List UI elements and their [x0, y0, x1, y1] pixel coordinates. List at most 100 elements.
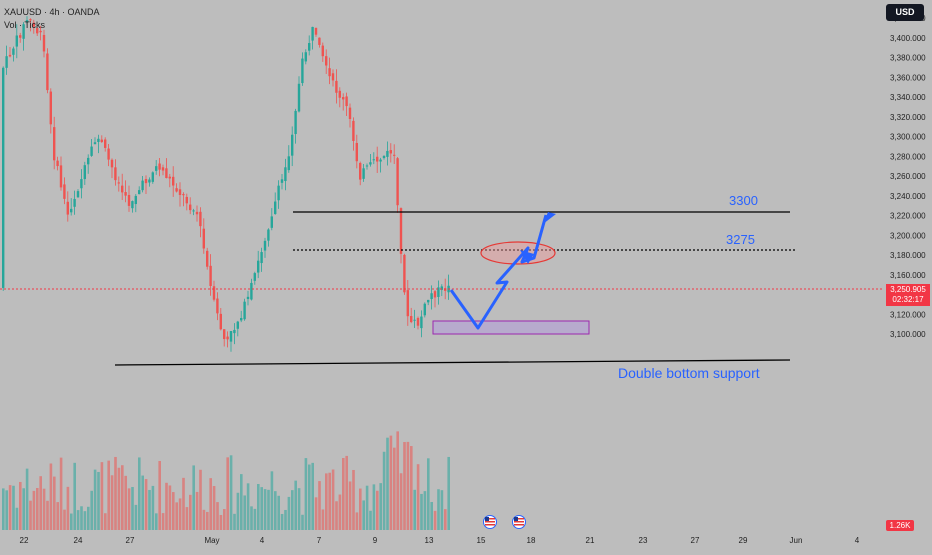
time-tick-label: 15	[477, 536, 486, 545]
time-tick-label: 4	[260, 536, 265, 545]
price-axis[interactable]	[884, 0, 932, 532]
candle-body	[318, 37, 321, 45]
candle-body	[202, 228, 205, 249]
volume-bar	[90, 490, 93, 530]
level-3300-label[interactable]: 3300	[729, 193, 758, 208]
candle-body	[192, 210, 195, 212]
candle-body	[308, 43, 311, 51]
candle-body	[328, 68, 331, 77]
volume-bar	[110, 475, 114, 530]
volume-bar	[263, 489, 267, 530]
candle-body	[314, 27, 318, 35]
candle-body	[73, 198, 76, 207]
projection-path[interactable]	[449, 214, 548, 330]
volume-bar	[287, 496, 291, 530]
volume-bar	[355, 512, 359, 530]
symbol-legend[interactable]: XAUUSD · 4h · OANDA Vol · Ticks	[4, 6, 100, 32]
candle-body	[76, 191, 80, 198]
volume-bar	[376, 490, 379, 530]
volume-bar	[5, 490, 8, 530]
candle-body	[49, 91, 52, 125]
symbol-title[interactable]: XAUUSD · 4h · OANDA	[4, 7, 100, 17]
candle-body	[416, 317, 420, 326]
volume-bar	[365, 485, 369, 530]
candle-body	[206, 250, 209, 267]
candle-body	[382, 155, 386, 159]
volume-bar	[100, 462, 104, 530]
us-flag-icon[interactable]	[483, 515, 497, 529]
volume-bar	[243, 495, 246, 530]
volume-bar	[53, 476, 56, 530]
candle-body	[168, 176, 171, 179]
candle-body	[311, 26, 314, 41]
volume-bar	[22, 488, 25, 530]
double-bottom-support-label[interactable]: Double bottom support	[618, 365, 760, 381]
time-tick-labels: 22 24 27 May 4 7 9 13 15 18 21 23 27 29 Jun 4	[20, 536, 860, 545]
candle-body	[182, 194, 185, 196]
candle-body	[376, 156, 379, 162]
volume-bar	[144, 479, 148, 530]
double-bottom-support-line[interactable]	[114, 359, 791, 366]
candle-body	[403, 254, 406, 293]
volume-bar	[226, 457, 229, 530]
candle-body	[189, 204, 192, 211]
level-3275-label[interactable]: 3275	[726, 232, 755, 247]
volume-bar	[49, 463, 53, 530]
volume-bar	[93, 469, 97, 530]
candle-body	[260, 252, 263, 264]
volume-bar	[195, 491, 199, 530]
last-price-tag: 3,250.905 02:32:17	[886, 284, 930, 306]
time-tick-label: May	[204, 536, 219, 545]
candle-body	[440, 286, 443, 290]
us-flag-icon[interactable]	[512, 515, 526, 529]
candle-body	[263, 240, 267, 251]
volume-bar	[427, 458, 430, 530]
candle-body	[100, 139, 103, 143]
candle-body	[226, 336, 229, 340]
volume-bar	[413, 489, 416, 530]
time-axis[interactable]	[0, 532, 932, 550]
volume-bar	[297, 488, 301, 530]
volume-bar	[151, 485, 155, 530]
volume-bar	[314, 497, 318, 530]
volume-bar	[15, 507, 19, 530]
buy-zone-rect[interactable]	[432, 320, 590, 335]
candle-body	[15, 35, 18, 47]
time-tick-label: 21	[586, 536, 595, 545]
candle-body	[229, 331, 233, 342]
candle-body	[155, 166, 158, 171]
price-tick-label: 3,280.000	[890, 152, 926, 161]
currency-button[interactable]: USD	[886, 4, 924, 21]
candle-body	[5, 56, 8, 68]
volume-bar	[325, 473, 328, 530]
candle-body	[433, 291, 437, 298]
candle-body	[83, 165, 86, 180]
candle-body	[369, 162, 372, 165]
candle-body	[121, 185, 124, 193]
volume-bar	[117, 467, 121, 530]
volume-bar	[107, 460, 110, 530]
volume-indicator-title[interactable]: Vol · Ticks	[4, 20, 46, 30]
volume-bar	[331, 469, 335, 530]
volume-bar	[63, 509, 66, 530]
volume-bar	[440, 490, 444, 530]
candle-body	[287, 156, 290, 171]
candle-body	[25, 20, 29, 23]
volume-bar	[280, 513, 284, 530]
volume-bar	[229, 455, 233, 530]
volume-bar	[359, 488, 362, 530]
volume-bar	[161, 513, 165, 530]
candle-body	[250, 282, 253, 300]
candle-body	[104, 139, 107, 148]
volume-bar	[257, 484, 260, 530]
volume-bar	[260, 487, 263, 530]
candle-body	[199, 211, 202, 227]
candle-body	[56, 160, 59, 167]
volume-bar	[393, 447, 396, 530]
candle-body	[355, 142, 358, 162]
candle-body	[66, 201, 69, 215]
volume-bar	[338, 494, 342, 530]
volume-bar	[233, 513, 236, 530]
